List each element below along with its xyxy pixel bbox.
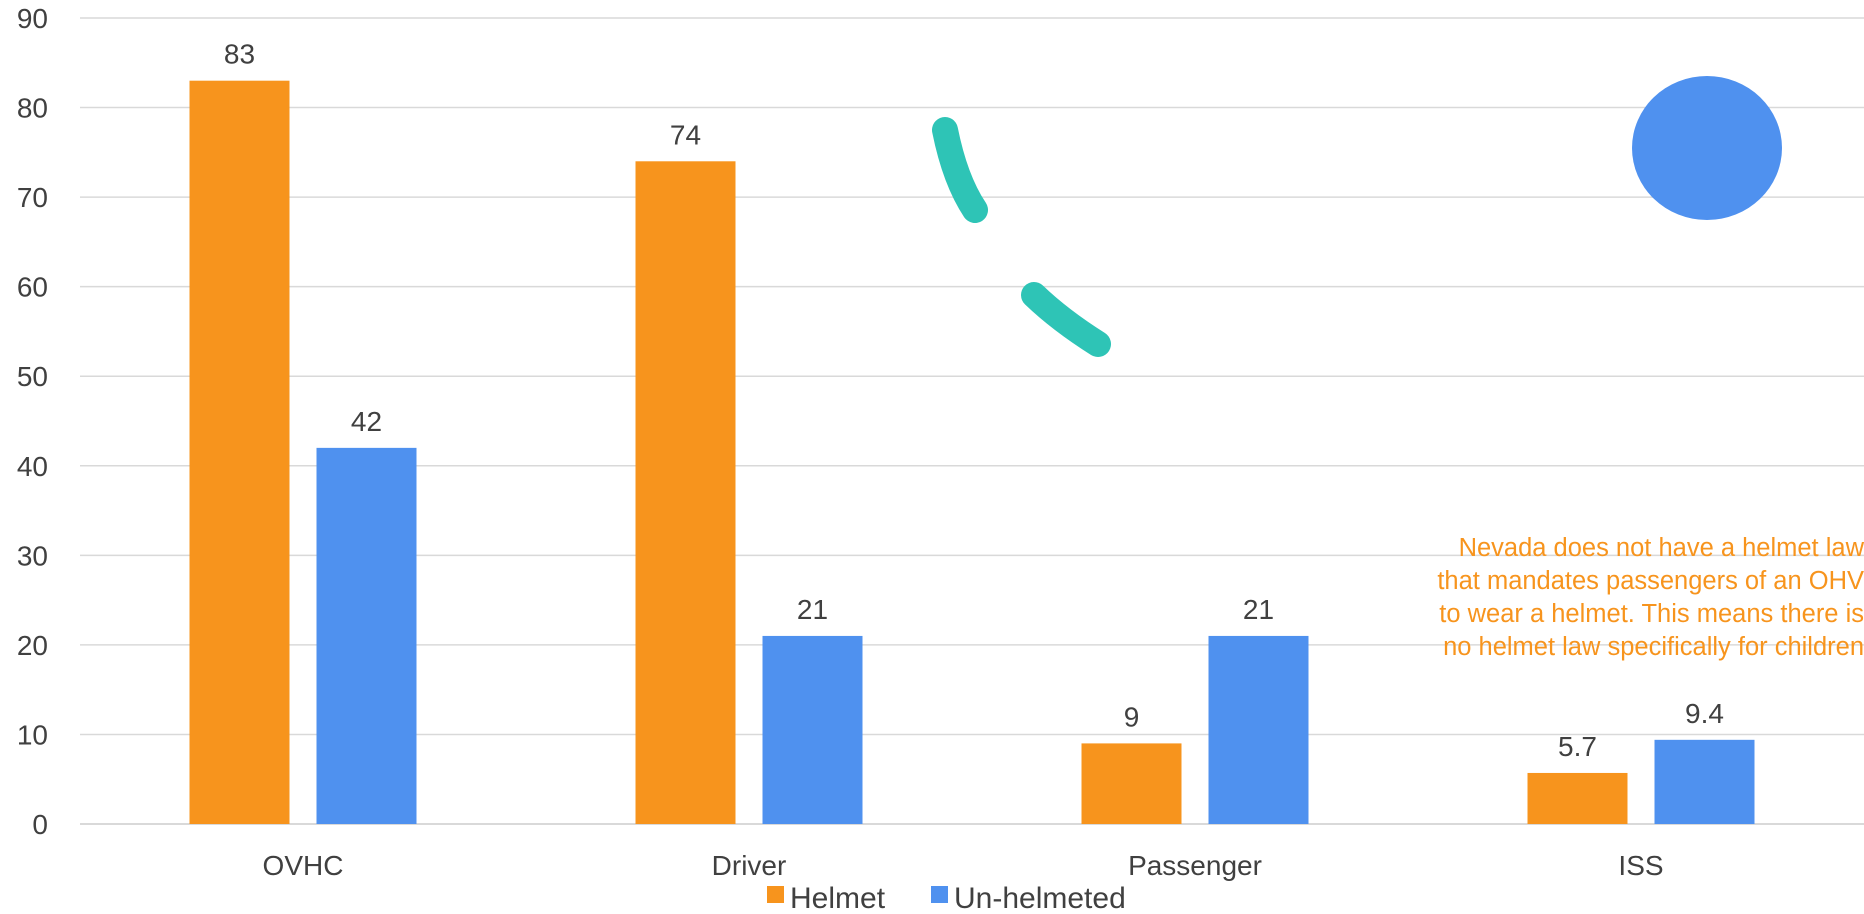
y-tick-label: 90 bbox=[17, 3, 48, 34]
y-axis-ticks: 0 10 20 30 40 50 60 70 80 90 bbox=[17, 3, 48, 840]
y-tick-label: 40 bbox=[17, 451, 48, 482]
legend: Helmet Un-helmeted bbox=[767, 882, 1126, 914]
annotation-line-4: no helmet law specifically for children bbox=[1443, 633, 1864, 661]
annotation-line-3: to wear a helmet. This means there is bbox=[1439, 600, 1864, 628]
y-tick-label: 0 bbox=[32, 809, 48, 840]
x-category-label: Passenger bbox=[1128, 850, 1262, 881]
legend-swatch-un-helmeted bbox=[931, 886, 948, 903]
y-tick-label: 30 bbox=[17, 540, 48, 571]
data-label: 9 bbox=[1124, 701, 1140, 732]
data-labels: 83 42 74 21 9 21 5.7 9.4 bbox=[224, 39, 1724, 762]
x-category-label: ISS bbox=[1618, 850, 1663, 881]
y-tick-label: 80 bbox=[17, 93, 48, 124]
bars bbox=[189, 80, 1755, 825]
x-axis-categories: OVHC Driver Passenger ISS bbox=[263, 850, 1664, 881]
y-tick-label: 60 bbox=[17, 272, 48, 303]
bar-ovhc-helmet bbox=[189, 80, 290, 824]
annotation-note: Nevada does not have a helmet law that m… bbox=[1360, 532, 1864, 664]
data-label: 5.7 bbox=[1558, 731, 1597, 762]
teal-brush-stroke-2 bbox=[1021, 282, 1111, 357]
bar-iss-helmet bbox=[1527, 772, 1628, 824]
data-label: 21 bbox=[1243, 594, 1274, 625]
bar-driver-helmet bbox=[635, 161, 736, 825]
y-tick-label: 10 bbox=[17, 719, 48, 750]
decorations bbox=[932, 76, 1782, 357]
annotation-line-1: Nevada does not have a helmet law bbox=[1458, 534, 1864, 562]
data-label: 42 bbox=[351, 406, 382, 437]
bar-iss-un-helmeted bbox=[1654, 739, 1755, 824]
x-category-label: OVHC bbox=[263, 850, 344, 881]
bar-ovhc-un-helmeted bbox=[316, 447, 417, 824]
data-label: 21 bbox=[797, 594, 828, 625]
legend-swatch-helmet bbox=[767, 886, 784, 903]
teal-brush-stroke-1 bbox=[932, 117, 988, 223]
bar-driver-un-helmeted bbox=[762, 635, 863, 824]
bar-passenger-helmet bbox=[1081, 743, 1182, 824]
blue-circle bbox=[1632, 76, 1782, 220]
y-tick-label: 20 bbox=[17, 630, 48, 661]
y-tick-label: 70 bbox=[17, 182, 48, 213]
annotation-line-2: that mandates passengers of an OHV bbox=[1437, 567, 1864, 595]
legend-label-helmet: Helmet bbox=[790, 882, 886, 914]
x-category-label: Driver bbox=[712, 850, 787, 881]
y-tick-label: 50 bbox=[17, 361, 48, 392]
data-label: 74 bbox=[670, 119, 701, 150]
data-label: 83 bbox=[224, 39, 255, 70]
data-label: 9.4 bbox=[1685, 698, 1724, 729]
legend-label-un-helmeted: Un-helmeted bbox=[954, 882, 1126, 914]
bar-passenger-un-helmeted bbox=[1208, 635, 1309, 824]
